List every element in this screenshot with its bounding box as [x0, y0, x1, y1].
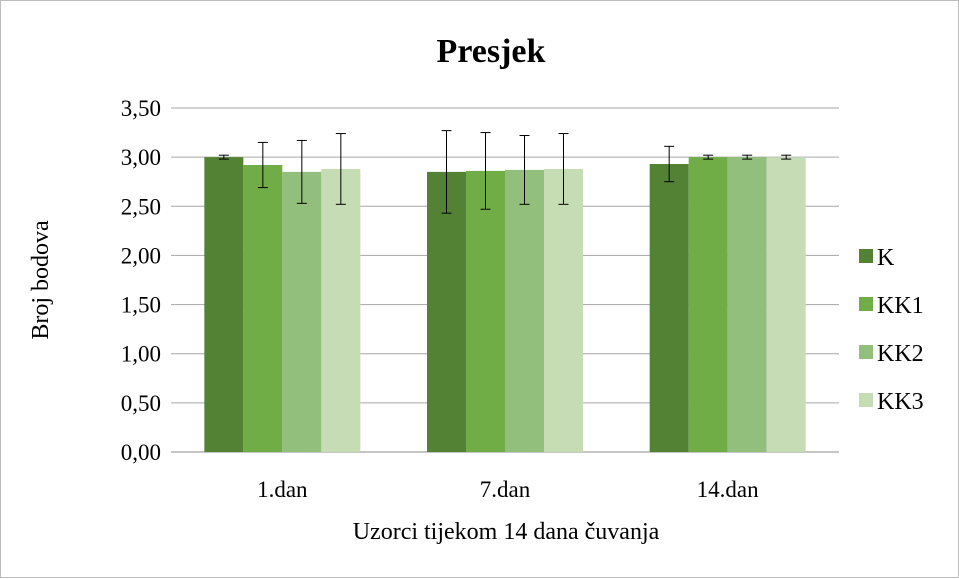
- legend-label: K: [877, 245, 895, 271]
- x-axis-label: Uzorci tijekom 14 dana čuvanja: [353, 519, 660, 545]
- bar: [466, 170, 505, 452]
- legend-label: KK3: [877, 389, 924, 415]
- y-tick-label: 0,50: [121, 391, 161, 416]
- bar: [766, 157, 806, 452]
- bars: [204, 157, 806, 453]
- legend-swatch: [859, 345, 873, 359]
- bar: [427, 171, 466, 452]
- bar: [727, 157, 767, 452]
- bar: [321, 168, 361, 453]
- bar: [688, 157, 728, 452]
- legend-swatch: [859, 249, 873, 263]
- chart-title: Presjek: [437, 33, 546, 70]
- legend-label: KK1: [877, 293, 924, 319]
- y-tick-label: 0,00: [121, 440, 161, 465]
- legend-swatch: [859, 393, 873, 407]
- y-tick-labels: 0,00 0,50 1,00 1,50 2,00 2,50 3,00 3,50: [121, 96, 161, 465]
- legend-swatch: [859, 297, 873, 311]
- error-bars: [218, 130, 792, 214]
- y-tick-label: 2,00: [121, 243, 161, 268]
- y-tick-label: 3,50: [121, 96, 161, 121]
- y-tick-label: 2,50: [121, 194, 161, 219]
- legend-label: KK2: [877, 341, 924, 367]
- x-tick-label: 7.dan: [480, 477, 531, 502]
- x-tick-label: 1.dan: [257, 477, 308, 502]
- y-tick-label: 1,50: [121, 293, 161, 318]
- y-tick-label: 1,00: [121, 342, 161, 367]
- legend: K KK1 KK2 KK3: [859, 245, 924, 415]
- y-tick-label: 3,00: [121, 145, 161, 170]
- bar: [544, 168, 583, 453]
- bar: [282, 171, 322, 452]
- bar: [204, 157, 244, 452]
- x-tick-labels: 1.dan 7.dan 14.dan: [257, 477, 759, 502]
- bar: [505, 169, 544, 453]
- x-tick-label: 14.dan: [697, 477, 759, 502]
- bar: [649, 164, 689, 452]
- y-axis-label: Broj bodova: [28, 220, 54, 340]
- bar: [243, 165, 283, 452]
